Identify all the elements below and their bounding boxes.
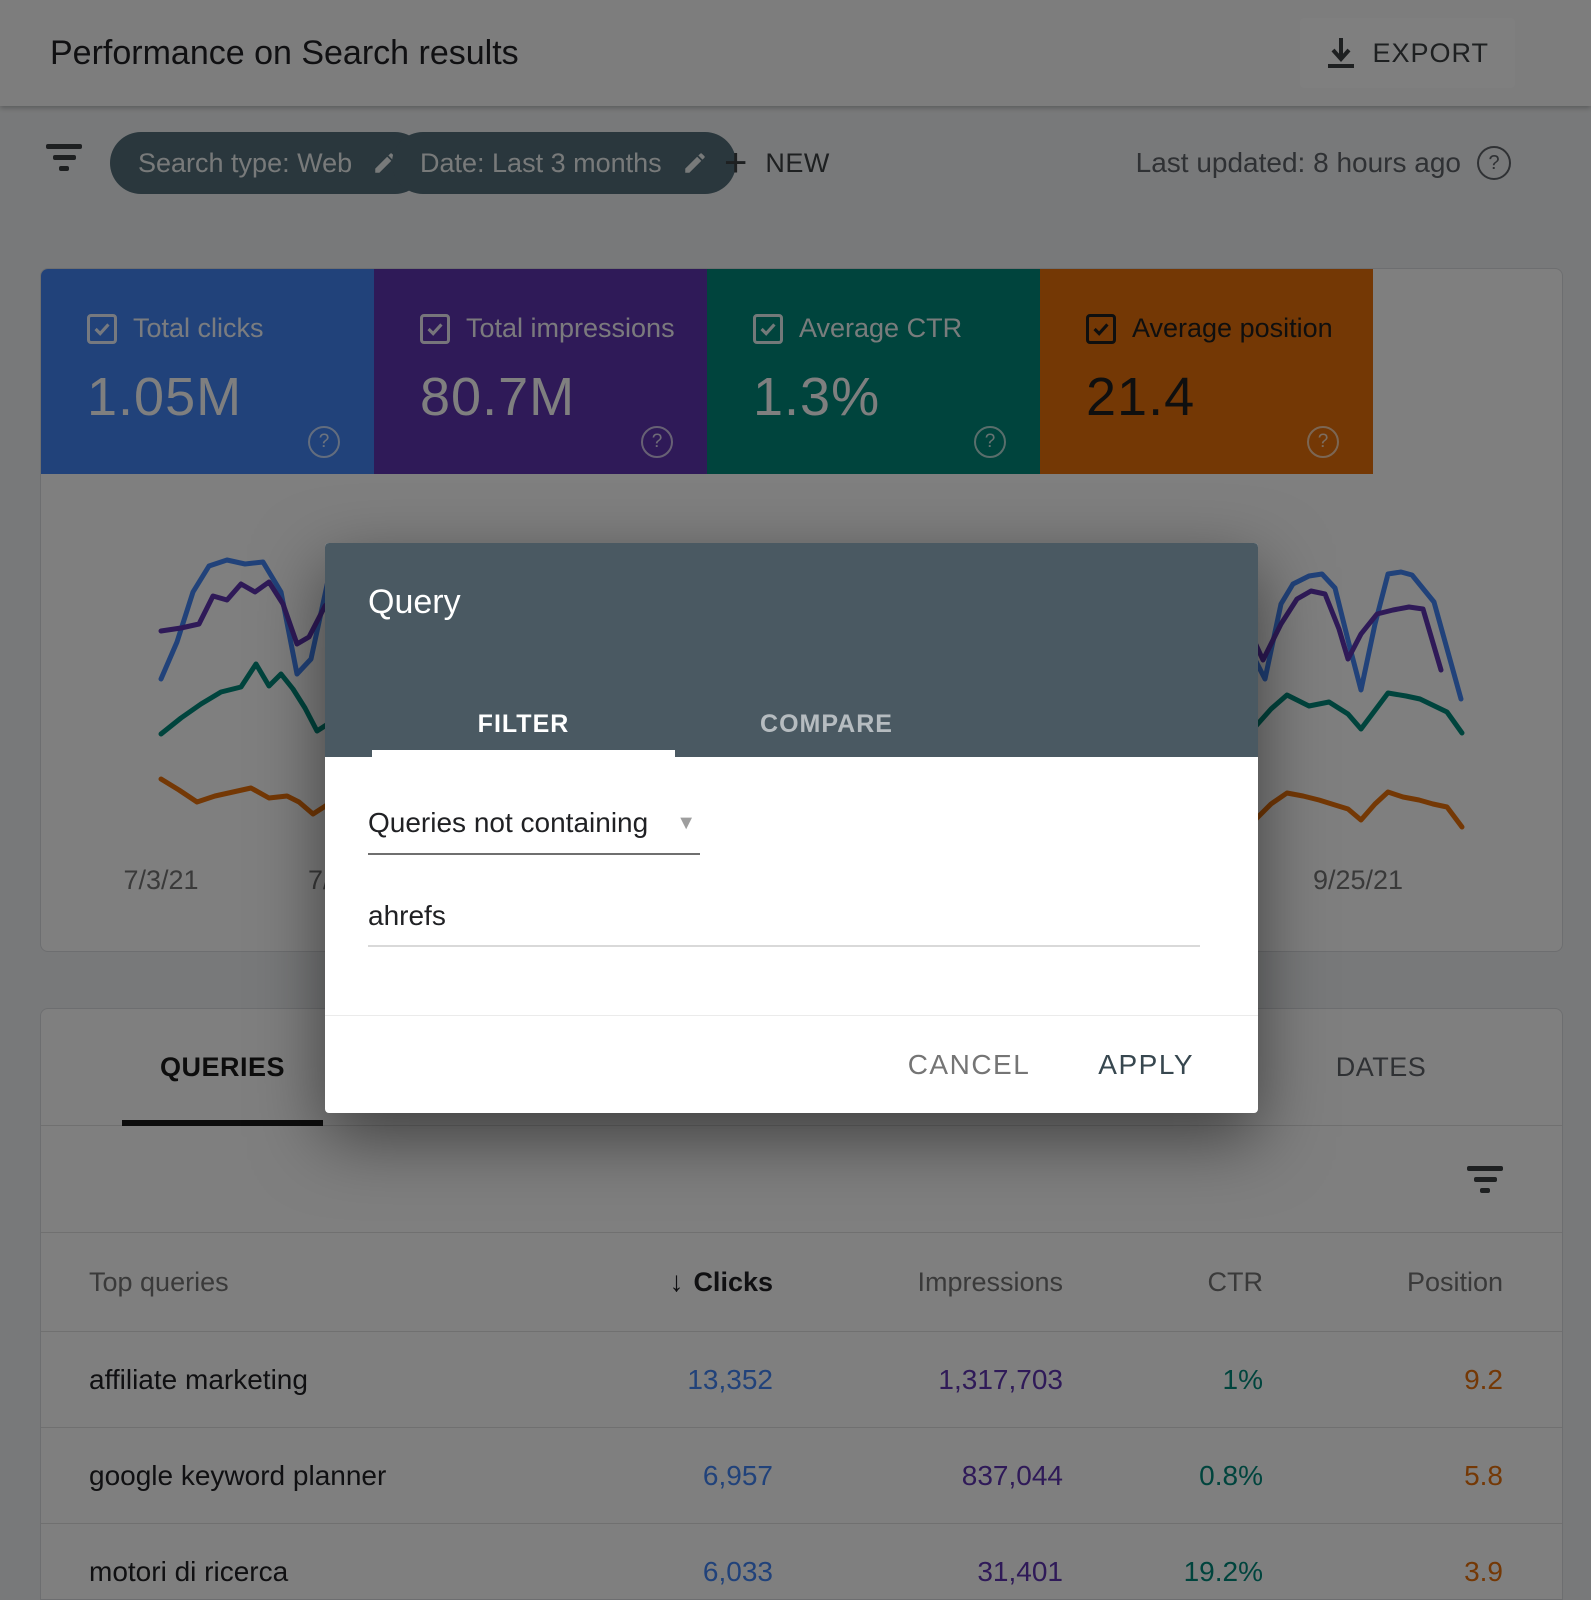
dialog-tabs: FILTER COMPARE bbox=[372, 691, 978, 757]
dialog-title: Query bbox=[368, 583, 461, 621]
tab-compare[interactable]: COMPARE bbox=[675, 691, 978, 757]
tab-filter-label: FILTER bbox=[477, 709, 570, 738]
query-value-text: ahrefs bbox=[368, 900, 446, 931]
query-operator-value: Queries not containing bbox=[368, 807, 649, 838]
active-tab-indicator bbox=[372, 750, 675, 757]
dialog-header: Query FILTER COMPARE bbox=[325, 543, 1258, 757]
chevron-down-icon: ▼ bbox=[676, 811, 696, 834]
query-operator-select[interactable]: Queries not containing ▼ bbox=[368, 793, 700, 855]
dialog-footer-divider bbox=[325, 1015, 1258, 1016]
tab-filter[interactable]: FILTER bbox=[372, 691, 675, 757]
tab-compare-label: COMPARE bbox=[760, 709, 893, 738]
dialog-body: Queries not containing ▼ ahrefs bbox=[325, 757, 1258, 1113]
query-filter-dialog: Query FILTER COMPARE Queries not contain… bbox=[325, 543, 1258, 1113]
query-value-input[interactable]: ahrefs bbox=[368, 887, 1200, 947]
apply-button[interactable]: APPLY bbox=[1092, 1038, 1200, 1092]
dialog-actions: CANCEL APPLY bbox=[902, 1038, 1200, 1092]
cancel-button[interactable]: CANCEL bbox=[902, 1038, 1037, 1092]
